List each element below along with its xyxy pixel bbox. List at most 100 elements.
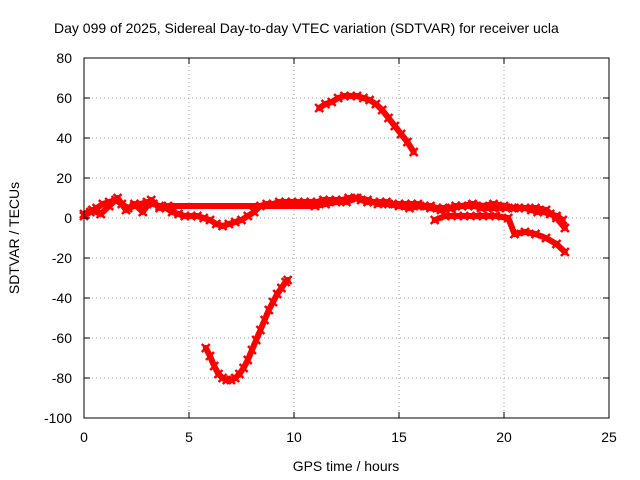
data-point <box>146 195 157 205</box>
data-point <box>95 209 106 219</box>
x-axis-label: GPS time / hours <box>293 458 400 474</box>
data-point <box>255 325 266 335</box>
data-point <box>509 229 520 239</box>
data-point <box>488 199 499 209</box>
data-point <box>121 205 131 215</box>
y-tick-label: 20 <box>56 170 72 186</box>
data-point <box>310 201 320 211</box>
data-point <box>415 201 425 211</box>
data-point <box>560 247 570 257</box>
data-point <box>383 199 394 209</box>
data-point <box>541 205 551 215</box>
x-tick-label: 15 <box>391 429 407 445</box>
data-point <box>440 211 451 221</box>
data-point <box>377 105 388 115</box>
data-point <box>314 103 325 113</box>
data-point <box>551 213 562 223</box>
data-point <box>520 227 530 237</box>
data-point <box>87 205 98 215</box>
data-point <box>263 305 274 315</box>
y-tick-label: -100 <box>44 410 72 426</box>
x-tick-label: 0 <box>80 429 88 445</box>
data-point <box>358 93 369 103</box>
data-point <box>137 207 148 217</box>
data-point <box>205 351 215 361</box>
y-tick-label: -60 <box>52 330 72 346</box>
data-point <box>364 95 375 105</box>
data-point <box>154 203 165 213</box>
data-point <box>402 137 413 147</box>
y-tick-label: 40 <box>56 130 72 146</box>
data-point <box>234 369 245 379</box>
y-tick-label: 0 <box>64 210 72 226</box>
data-point <box>200 343 211 353</box>
data-point <box>205 215 215 225</box>
data-point <box>446 203 457 213</box>
data-point <box>408 147 419 157</box>
data-point <box>238 363 249 373</box>
data-point <box>404 203 415 213</box>
data-point <box>276 283 287 293</box>
data-point <box>209 361 220 371</box>
y-tick-label: 60 <box>56 90 72 106</box>
grid-lines <box>84 58 609 418</box>
data-point <box>452 211 463 221</box>
plot-frame <box>83 57 610 419</box>
data-point <box>425 203 436 213</box>
axes: 0 5 10 15 20 25 -100 -80 -60 -40 -20 0 20 40 60 80 <box>44 50 617 445</box>
data-point <box>217 221 228 231</box>
data-point <box>478 201 488 211</box>
data-point <box>509 203 520 213</box>
data-point <box>362 195 373 205</box>
x-tick-label: 10 <box>286 429 302 445</box>
data-point <box>394 201 404 211</box>
data-point <box>224 219 234 229</box>
data-point <box>320 99 331 109</box>
data-point <box>396 129 406 139</box>
data-point <box>467 199 478 209</box>
data-point <box>173 209 184 219</box>
data-point <box>211 219 222 229</box>
data-point <box>282 275 293 285</box>
data-point <box>198 213 209 223</box>
data-point <box>490 211 501 221</box>
x-tick-label: 25 <box>601 429 617 445</box>
data-point <box>429 215 440 225</box>
data-point <box>251 335 262 345</box>
data-point <box>242 211 253 221</box>
data-point <box>436 205 446 215</box>
data-point <box>268 297 278 307</box>
data-point <box>129 199 140 209</box>
data-point <box>326 97 337 107</box>
chart-title: Day 099 of 2025, Sidereal Day-to-day VTE… <box>54 20 559 36</box>
data-point <box>465 211 476 221</box>
data-point <box>331 197 341 207</box>
y-axis-label: SDTVAR / TECUs <box>6 182 22 294</box>
data-point <box>259 315 270 325</box>
data-point <box>352 91 362 101</box>
data-point <box>333 93 343 103</box>
data-point <box>272 289 283 299</box>
data-point <box>373 199 383 209</box>
y-tick-label: 80 <box>56 50 72 66</box>
data-point <box>236 215 247 225</box>
data-point <box>112 193 123 203</box>
data-point <box>320 199 331 209</box>
data-point <box>503 213 514 223</box>
data-point <box>341 197 352 207</box>
data-point <box>163 201 173 211</box>
data-point <box>383 113 394 123</box>
y-tick-label: -40 <box>52 290 72 306</box>
data-point <box>541 233 551 243</box>
data-point <box>352 193 362 203</box>
y-tick-label: -80 <box>52 370 72 386</box>
data-point <box>230 217 241 227</box>
series-line-lower-band <box>431 213 568 255</box>
data-point <box>530 203 541 213</box>
x-tick-label: 20 <box>496 429 512 445</box>
y-tick-label: -20 <box>52 250 72 266</box>
data-point <box>530 229 541 239</box>
data-point <box>247 345 257 355</box>
x-tick-label: 5 <box>185 429 193 445</box>
